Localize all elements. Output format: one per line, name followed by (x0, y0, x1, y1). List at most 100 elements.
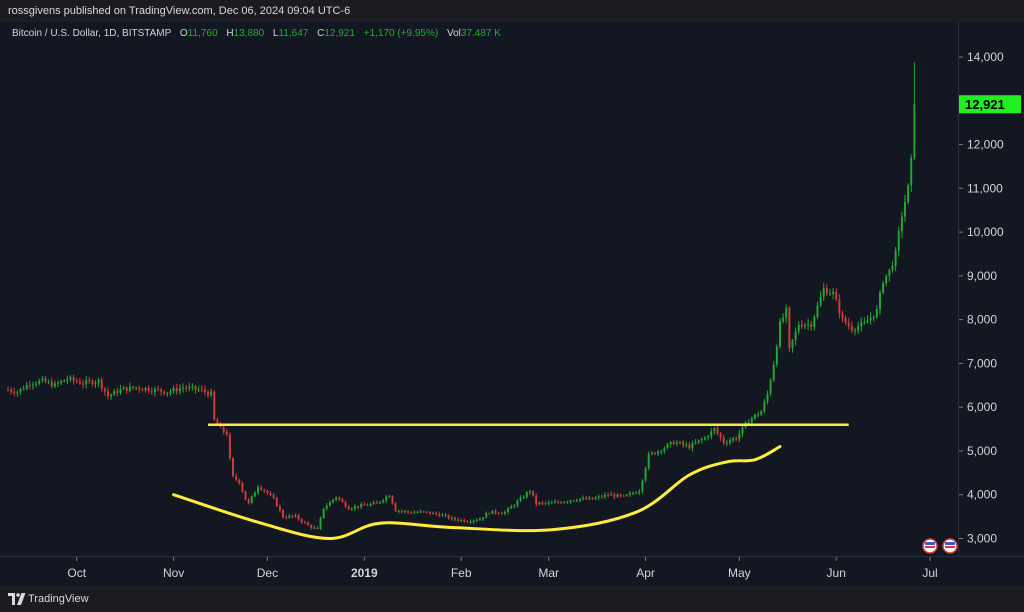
candle-body (866, 320, 869, 323)
chart-area[interactable] (0, 22, 958, 556)
candle-body (122, 387, 125, 389)
candle-body (675, 442, 678, 444)
time-tick-label: Dec (257, 566, 278, 580)
candle-body (391, 496, 394, 504)
candle-body (510, 506, 513, 509)
candle-body (357, 506, 360, 508)
candle-body (7, 389, 9, 391)
cup-curve[interactable] (172, 445, 782, 541)
candle-body (678, 442, 681, 444)
candle-body (325, 505, 328, 509)
candle-body (816, 305, 819, 317)
candle-body (188, 386, 191, 389)
time-tick-label: Apr (636, 566, 655, 580)
candle-body (128, 386, 131, 391)
candle-body (538, 502, 541, 505)
candle-body (725, 442, 728, 444)
candle-body (125, 387, 128, 391)
candle-body (263, 489, 266, 491)
candle-body (819, 296, 822, 306)
candle-body (638, 491, 641, 493)
candle-body (854, 330, 856, 332)
candle-body (316, 527, 319, 529)
candle-body (760, 411, 763, 415)
candle-body (169, 391, 172, 393)
candle-body (597, 496, 600, 498)
candle-body (107, 391, 109, 397)
candle-body (253, 492, 256, 497)
candle-body (403, 511, 406, 513)
candle-body (422, 511, 425, 513)
time-axis[interactable]: Oct Nov Dec 2019 Feb Mar Apr May Jun Jul (0, 556, 1024, 586)
candle-body (600, 496, 603, 498)
candle-body (622, 495, 625, 497)
volume-value: 37.487 K (460, 28, 501, 39)
candle-body (66, 379, 69, 381)
candle-body (463, 519, 466, 522)
candle-body (541, 502, 544, 504)
candle-body (754, 414, 756, 419)
price-tick-label: 8,000 (967, 313, 997, 327)
candle-body (203, 389, 206, 393)
candle-body (528, 491, 531, 493)
candle-body (341, 499, 344, 502)
candle-body (157, 388, 159, 390)
candle-body (863, 322, 866, 324)
candle-body (247, 499, 250, 503)
candle-body (722, 437, 725, 444)
candle-body (810, 323, 813, 328)
price-tick-label: 4,000 (967, 488, 997, 502)
time-tick-label: Oct (67, 566, 86, 580)
candle-body (585, 498, 588, 500)
candle-body (897, 231, 900, 251)
candle-body (369, 503, 372, 506)
candle-body (822, 288, 825, 297)
candle-body (613, 494, 616, 497)
time-tick-label: May (728, 566, 751, 580)
candle-body (132, 386, 134, 388)
candle-body (547, 502, 550, 504)
candle-body (450, 517, 453, 519)
candle-body (69, 377, 72, 380)
candle-body (813, 316, 816, 328)
candle-body (838, 299, 841, 314)
candle-body (616, 494, 619, 497)
candle-body (641, 480, 644, 492)
event-flag-icon[interactable] (942, 538, 958, 554)
price-tick-label: 10,000 (967, 225, 1004, 239)
candle-body (372, 502, 375, 504)
event-flag-icon[interactable] (922, 538, 938, 554)
candle-body (257, 487, 260, 493)
candle-body (38, 380, 41, 384)
candle-body (535, 495, 538, 505)
candle-body (563, 502, 566, 504)
candle-body (682, 442, 685, 445)
candlestick-chart[interactable] (0, 22, 958, 556)
candle-body (804, 324, 806, 327)
candle-body (566, 501, 569, 503)
candle-body (688, 444, 691, 449)
candle-body (785, 307, 788, 318)
candle-body (191, 386, 194, 388)
candle-body (779, 321, 781, 347)
candle-body (532, 491, 535, 496)
candle-body (138, 387, 141, 390)
tradingview-logo-icon (8, 593, 26, 605)
candle-body (747, 422, 750, 424)
candle-body (488, 513, 491, 515)
price-tick-label: 6,000 (967, 400, 997, 414)
close-value: 12,921 (324, 28, 355, 39)
candle-body (672, 442, 675, 444)
candle-body (769, 380, 772, 394)
candle-body (591, 497, 594, 500)
current-price-label: 12,921 (965, 97, 1005, 112)
price-axis[interactable]: 14,00013,00012,00011,00010,0009,0008,000… (958, 22, 1024, 556)
candle-body (522, 497, 525, 499)
candle-body (628, 493, 631, 495)
candle-body (13, 391, 16, 394)
candle-body (913, 104, 916, 159)
candle-body (319, 517, 322, 529)
footer: TradingView (0, 586, 1024, 612)
time-tick-label: Feb (451, 566, 472, 580)
